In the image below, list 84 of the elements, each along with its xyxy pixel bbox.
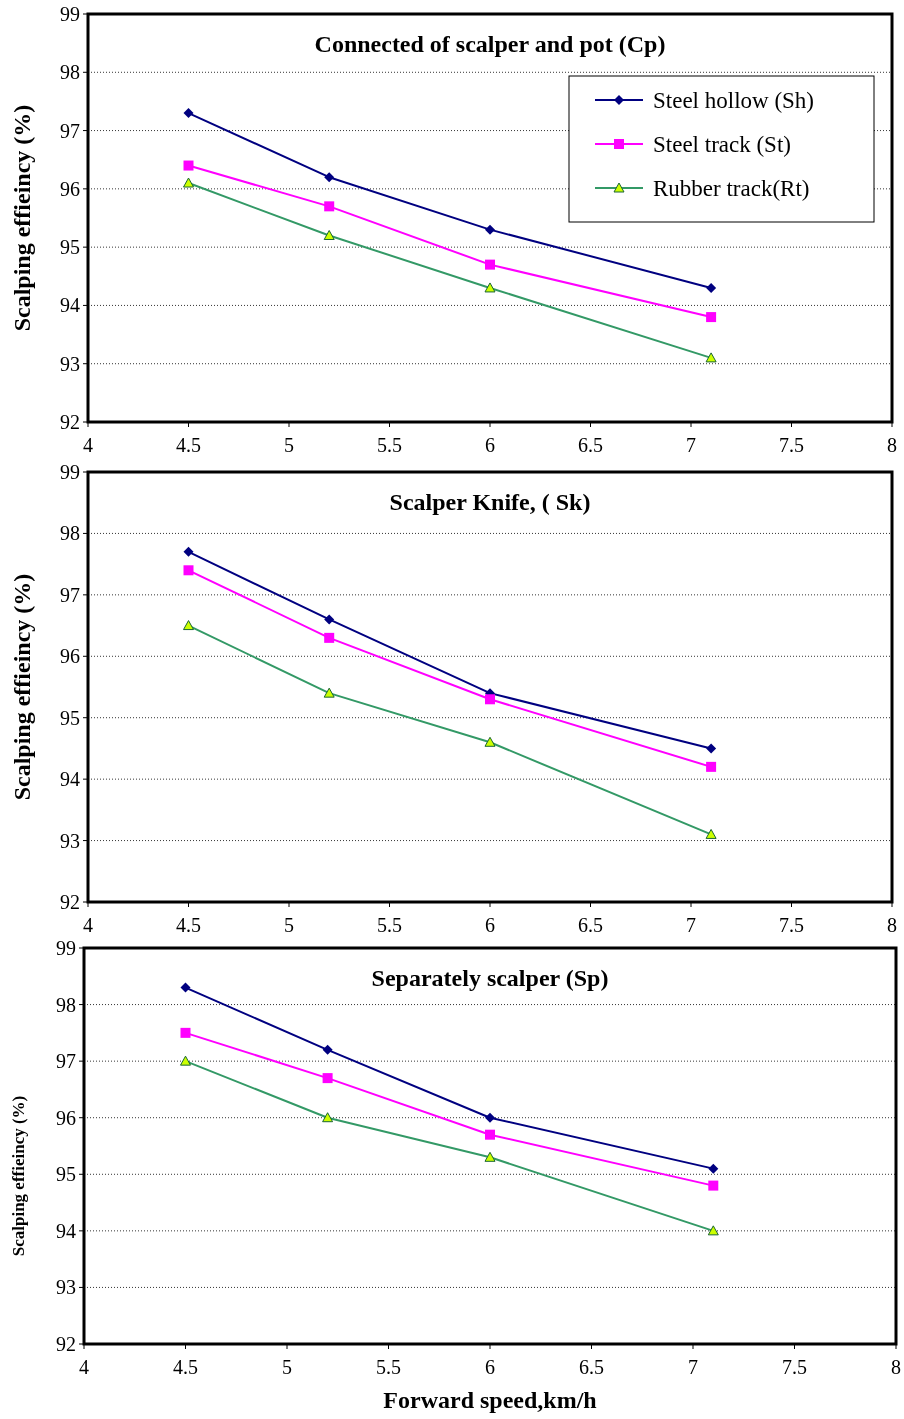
point [485,1112,495,1123]
y-tick-label: 92 [60,891,80,913]
x-tick-label: 4.5 [173,1356,198,1378]
y-tick-label: 97 [56,1050,76,1073]
x-tick-label: 7 [688,1356,698,1378]
point [322,1044,333,1055]
y-tick-label: 95 [56,1163,76,1186]
x-tick-label: 5.5 [376,1356,401,1378]
legend-label: Steel track (St) [653,132,791,158]
x-tick-label: 7 [686,914,696,936]
y-tick-label: 95 [60,706,80,729]
legend-label: Steel hollow (Sh) [653,88,814,114]
point [485,694,495,705]
x-tick-label: 7.5 [779,914,804,936]
y-tick-label: 98 [60,61,80,84]
x-tick-label: 6.5 [579,1356,604,1378]
x-tick-label: 6 [485,914,495,936]
point [324,172,335,183]
y-tick-label: 94 [60,294,80,317]
y-tick-label: 96 [60,645,80,668]
point [708,1163,719,1174]
x-tick-label: 7.5 [782,1356,807,1378]
point [485,1129,495,1140]
text: Separately scalper (Sp) [371,965,609,991]
point [180,1027,191,1038]
y-tick-label: 96 [60,177,80,200]
y-tick-label: 95 [60,236,80,259]
x-tick-label: 4 [83,914,93,936]
y-tick-label: 93 [56,1276,76,1299]
point [706,282,717,293]
y-tick-label: 98 [60,522,80,545]
y-tick-label: 99 [60,3,80,25]
point [706,743,717,754]
point [708,1180,719,1191]
x-tick-label: 8 [887,914,897,936]
point [183,108,194,119]
y-tick-label: 97 [60,583,80,606]
y-tick-label: 94 [56,1219,76,1242]
point [183,546,194,557]
x-axis-title: Forward speed,km/h [383,1387,597,1413]
x-tick-label: 5.5 [377,434,402,456]
x-tick-label: 5 [284,914,294,936]
point [183,160,194,171]
y-tick-label: 99 [56,937,76,959]
x-tick-label: 5 [282,1356,292,1378]
x-tick-label: 4 [79,1356,89,1378]
point [180,982,191,993]
y-tick-label: 92 [60,411,80,433]
point [706,761,717,772]
point [485,259,495,270]
y-tick-label: 94 [60,768,80,791]
point [324,614,335,625]
x-tick-label: 8 [887,434,897,456]
x-tick-label: 6.5 [578,914,603,936]
y-axis-title: Scalping effieincy (%) [9,573,36,801]
x-tick-label: 8 [891,1356,901,1378]
point [485,224,495,235]
x-tick-label: 6.5 [578,434,603,456]
y-axis-title: Scalping effieincy (%) [9,104,36,332]
x-tick-label: 5.5 [377,914,402,936]
x-tick-label: 6 [485,434,495,456]
legend-label: Rubber track(Rt) [653,176,810,202]
y-tick-label: 93 [60,352,80,375]
text: Connected of scalper and pot (Cp) [314,31,666,57]
y-tick-label: 92 [56,1333,76,1355]
text: Scalper Knife, ( Sk) [389,489,591,515]
x-tick-label: 7 [686,434,696,456]
y-tick-label: 97 [60,119,80,142]
x-tick-label: 6 [485,1356,495,1378]
point [324,632,335,643]
x-tick-label: 4.5 [176,434,201,456]
y-tick-label: 99 [60,461,80,483]
y-tick-label: 93 [60,829,80,852]
x-tick-label: 4.5 [176,914,201,936]
point [183,565,194,576]
point [322,1073,333,1084]
x-tick-label: 5 [284,434,294,456]
y-tick-label: 96 [56,1106,76,1129]
point [706,312,717,323]
point [324,201,335,212]
y-axis-title: Scalping effieincy (%) [8,1095,28,1257]
x-tick-label: 7.5 [779,434,804,456]
x-tick-label: 4 [83,434,93,456]
y-tick-label: 98 [56,993,76,1016]
